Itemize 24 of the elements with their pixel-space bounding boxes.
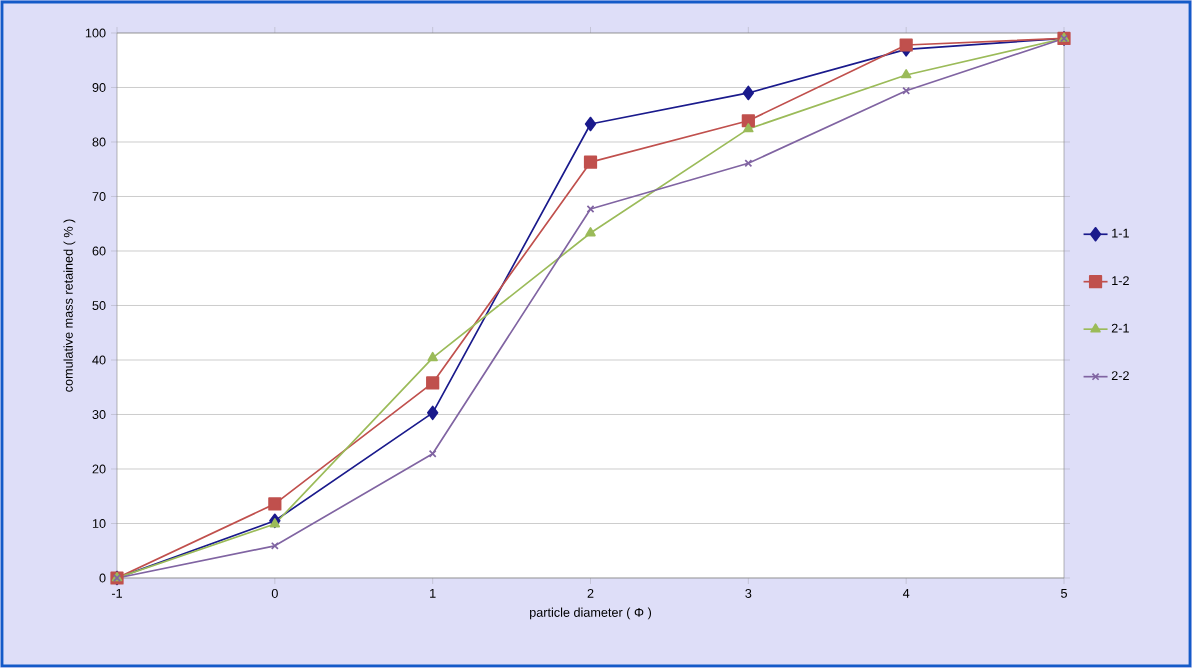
y-tick-label: 80	[92, 137, 106, 147]
x-tick-label: 1	[430, 588, 436, 598]
y-tick-label: 100	[85, 28, 106, 38]
x-tick-label: -1	[111, 588, 123, 598]
x-tick-label: 2	[587, 588, 594, 598]
legend-label: 2-2	[1111, 371, 1129, 381]
y-tick-label: 40	[92, 355, 106, 365]
x-tick-label: 4	[902, 588, 910, 598]
y-tick-label: 20	[92, 464, 106, 474]
y-tick-label: 0	[99, 573, 106, 583]
x-tick-label: 5	[1061, 588, 1067, 598]
legend-label: 1-2	[1112, 276, 1129, 286]
y-axis-title: comulative mass retained ( % )	[63, 219, 76, 392]
y-tick-label: 60	[92, 246, 106, 256]
y-tick-label: 50	[92, 301, 106, 310]
legend-label: 1-1	[1112, 228, 1129, 238]
y-tick-label: 30	[92, 410, 106, 419]
legend-label: 2-1	[1111, 323, 1129, 333]
y-tick-label: 70	[92, 192, 106, 201]
y-tick-label: 10	[92, 519, 106, 528]
x-tick-label: 3	[745, 588, 752, 598]
x-axis-title: particle diameter ( Φ )	[530, 607, 652, 620]
x-tick-label: 0	[271, 588, 278, 598]
y-tick-label: 90	[92, 83, 106, 92]
